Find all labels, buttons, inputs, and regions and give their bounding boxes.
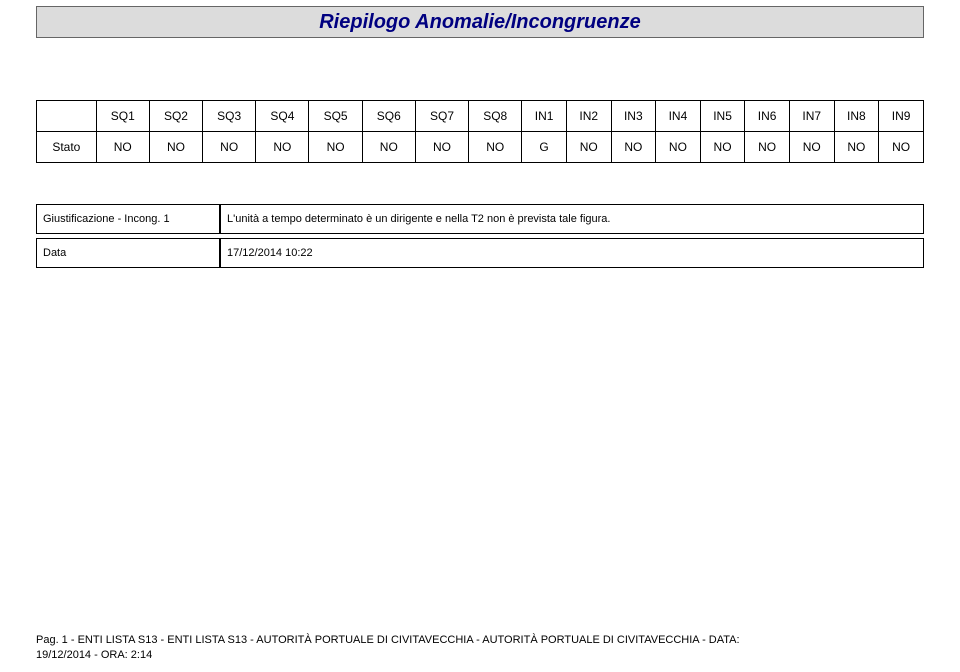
table-header-row: SQ1 SQ2 SQ3 SQ4 SQ5 SQ6 SQ7 SQ8 IN1 IN2 … [37,101,924,132]
col-in6: IN6 [745,101,790,132]
col-sq4: SQ4 [256,101,309,132]
cell-in7: NO [789,132,834,163]
cell-in9: NO [879,132,924,163]
col-in8: IN8 [834,101,879,132]
detail-value-giustificazione: L'unità a tempo determinato è un dirigen… [220,204,924,234]
cell-in6: NO [745,132,790,163]
table-row: Giustificazione - Incong. 1 L'unità a te… [36,204,924,234]
col-sq3: SQ3 [203,101,256,132]
col-sq6: SQ6 [362,101,415,132]
cell-sq5: NO [309,132,362,163]
page-footer: Pag. 1 - ENTI LISTA S13 - ENTI LISTA S13… [36,633,924,662]
page-title: Riepilogo Anomalie/Incongruenze [319,11,641,34]
summary-table: SQ1 SQ2 SQ3 SQ4 SQ5 SQ6 SQ7 SQ8 IN1 IN2 … [36,100,924,163]
col-sq1: SQ1 [96,101,149,132]
col-in7: IN7 [789,101,834,132]
col-in9: IN9 [879,101,924,132]
col-sq2: SQ2 [149,101,202,132]
detail-label-data: Data [36,238,220,268]
cell-in8: NO [834,132,879,163]
cell-sq1: NO [96,132,149,163]
cell-sq7: NO [415,132,468,163]
detail-label-giustificazione: Giustificazione - Incong. 1 [36,204,220,234]
detail-table: Giustificazione - Incong. 1 L'unità a te… [36,200,924,272]
header-blank [37,101,97,132]
cell-sq2: NO [149,132,202,163]
cell-in2: NO [566,132,611,163]
cell-in3: NO [611,132,656,163]
footer-line-2: 19/12/2014 - ORA: 2:14 [36,648,924,662]
col-in4: IN4 [656,101,701,132]
table-row: Data 17/12/2014 10:22 [36,238,924,268]
col-in1: IN1 [522,101,567,132]
col-in5: IN5 [700,101,745,132]
cell-sq8: NO [469,132,522,163]
title-bar: Riepilogo Anomalie/Incongruenze [36,6,924,38]
row-label-stato: Stato [37,132,97,163]
footer-line-1: Pag. 1 - ENTI LISTA S13 - ENTI LISTA S13… [36,633,924,647]
col-in3: IN3 [611,101,656,132]
cell-sq6: NO [362,132,415,163]
cell-in1: G [522,132,567,163]
cell-in5: NO [700,132,745,163]
table-row: Stato NO NO NO NO NO NO NO NO G NO NO NO… [37,132,924,163]
cell-sq3: NO [203,132,256,163]
page: Riepilogo Anomalie/Incongruenze SQ1 SQ2 … [0,0,960,672]
col-sq8: SQ8 [469,101,522,132]
detail-value-data: 17/12/2014 10:22 [220,238,924,268]
col-sq5: SQ5 [309,101,362,132]
col-sq7: SQ7 [415,101,468,132]
cell-sq4: NO [256,132,309,163]
col-in2: IN2 [566,101,611,132]
cell-in4: NO [656,132,701,163]
